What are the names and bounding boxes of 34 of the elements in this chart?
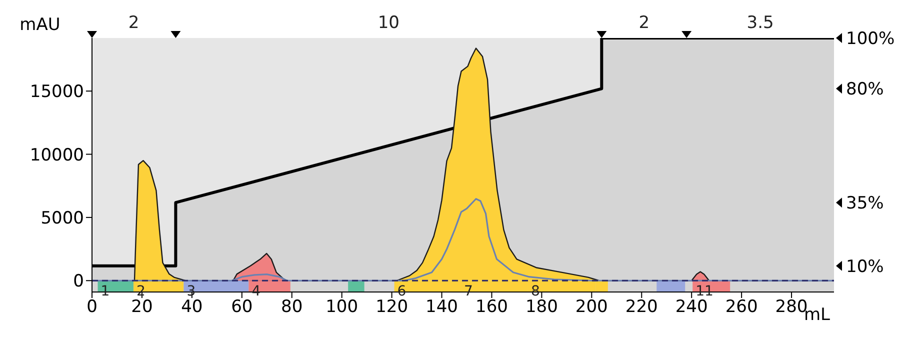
- x-tick-label: 160: [476, 297, 508, 318]
- band-label: 4: [252, 283, 261, 300]
- x-tick-label: 180: [525, 297, 558, 318]
- x-tick-label: 200: [575, 297, 608, 318]
- y-tick-label: 15000: [30, 82, 84, 102]
- y-tick-label: 5000: [40, 208, 84, 228]
- x-tick-label: 40: [181, 297, 203, 318]
- text: 2: [128, 13, 140, 33]
- x-tick-label: 260: [725, 297, 758, 318]
- band-label: 2: [136, 283, 146, 300]
- x-tick-label: 220: [625, 297, 658, 318]
- y2-tick-label: 35%: [846, 194, 884, 214]
- band-label: 7: [464, 283, 473, 300]
- band-label: 8: [530, 283, 540, 300]
- x-tick-label: 0: [86, 297, 98, 318]
- y2-tick-label: 10%: [846, 256, 884, 277]
- x-tick-label: 100: [326, 297, 358, 318]
- band-label: 1: [100, 283, 110, 300]
- x-tick-label: 240: [675, 297, 708, 318]
- x-tick-label: 80: [281, 297, 303, 318]
- x-tick-label: 20: [131, 297, 153, 318]
- y-tick-label: 10000: [30, 145, 84, 166]
- y-tick-label: 0: [73, 272, 84, 292]
- band-label: 6: [397, 283, 406, 300]
- y-axis-title: mAU: [20, 15, 60, 35]
- y2-tick-label: 80%: [846, 80, 884, 100]
- x-tick-label: 60: [231, 297, 253, 318]
- text: 10: [378, 13, 400, 33]
- text: 2: [638, 13, 650, 33]
- text: 3.5: [746, 13, 774, 33]
- x-tick-label: 140: [426, 297, 458, 318]
- y2-tick-label: 100%: [846, 28, 895, 49]
- x-tick-label: 120: [376, 297, 408, 318]
- band-label: 11: [696, 283, 714, 300]
